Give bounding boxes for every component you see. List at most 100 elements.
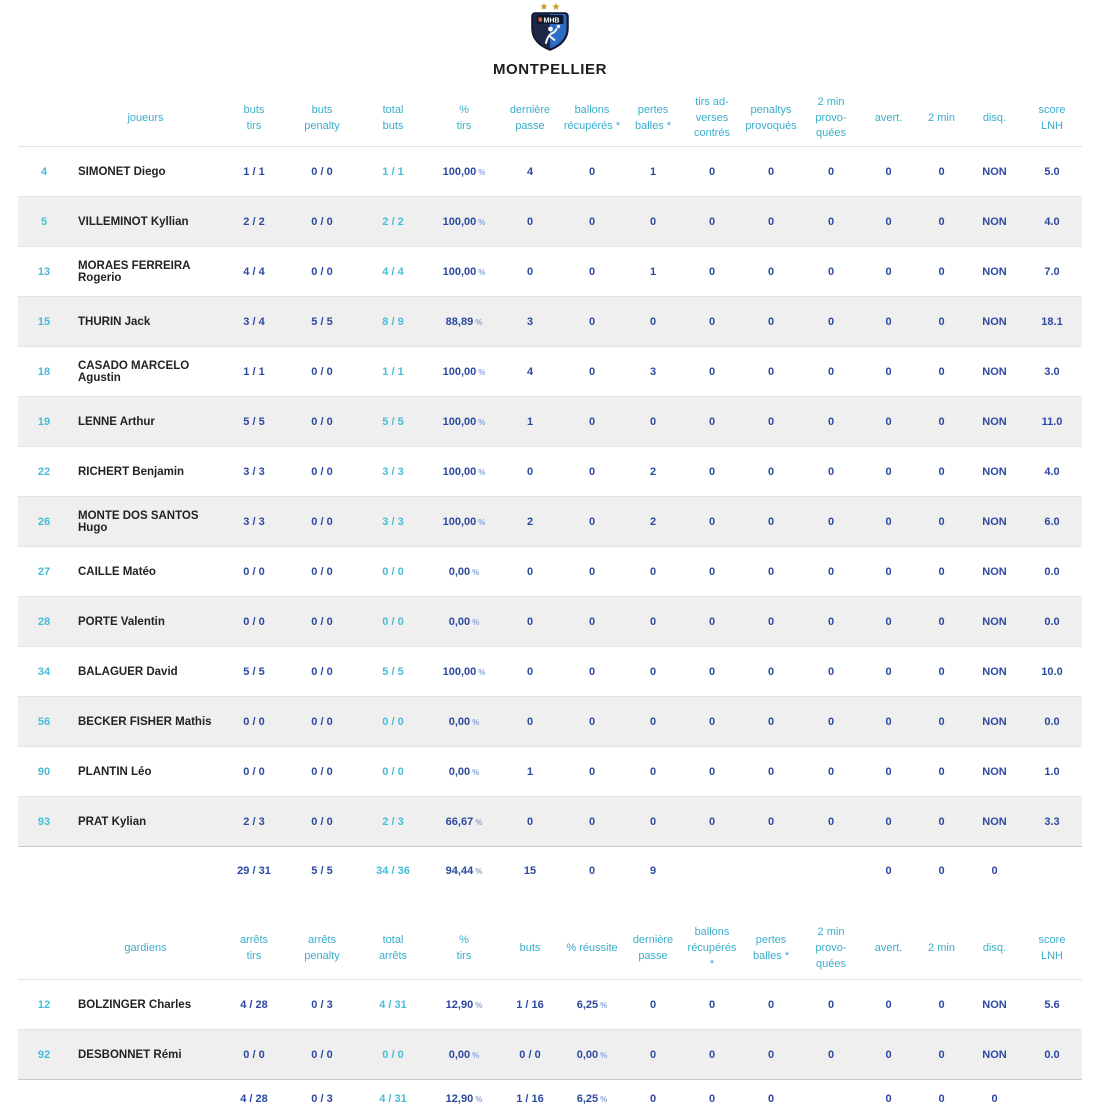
total-buts-penalty: 5 / 5 [287, 847, 357, 896]
total-derniere-passe: 15 [499, 847, 561, 896]
total-pct-tirs: 12,90% [429, 1080, 499, 1118]
column-header: % réussite [561, 919, 623, 980]
column-header: score LNH [1022, 91, 1082, 147]
stat-disqualification: NON [967, 1030, 1022, 1080]
column-header: tirs ad- verses contrés [683, 91, 741, 147]
player-number: 5 [18, 197, 70, 247]
percent-sign: % [478, 368, 485, 377]
stat-pct-tirs: 100,00% [429, 247, 499, 297]
stat-tirs-adverses-contres: 0 [683, 447, 741, 497]
stat-penaltys-provoques: 0 [741, 597, 801, 647]
stat-2min: 0 [916, 1030, 967, 1080]
stat-buts-penalty: 0 / 0 [287, 547, 357, 597]
player-name: PORTE Valentin [70, 597, 221, 647]
stat-total-arrets: 4 / 31 [357, 980, 429, 1030]
column-header: dernière passe [623, 919, 683, 980]
stat-avertissements: 0 [861, 397, 916, 447]
goalkeeper-number: 12 [18, 980, 70, 1030]
player-number: 56 [18, 697, 70, 747]
stat-derniere-passe: 0 [499, 447, 561, 497]
stat-total-buts: 8 / 9 [357, 297, 429, 347]
stat-buts-penalty: 0 / 0 [287, 497, 357, 547]
stat-avertissements: 0 [861, 347, 916, 397]
stat-avertissements: 0 [861, 1030, 916, 1080]
column-header [18, 91, 70, 147]
player-number: 18 [18, 347, 70, 397]
stat-total-buts: 0 / 0 [357, 547, 429, 597]
player-number: 28 [18, 597, 70, 647]
stat-score-lnh: 18.1 [1022, 297, 1082, 347]
stat-2min-provoquees: 0 [801, 347, 861, 397]
stat-pertes-balles: 0 [623, 747, 683, 797]
stat-2min: 0 [916, 247, 967, 297]
stat-pertes-balles: 0 [623, 297, 683, 347]
stat-ballons-recuperes: 0 [561, 597, 623, 647]
stat-score-lnh: 7.0 [1022, 247, 1082, 297]
stat-buts-penalty: 0 / 0 [287, 447, 357, 497]
stat-avertissements: 0 [861, 197, 916, 247]
stat-score-lnh: 5.0 [1022, 147, 1082, 197]
stat-buts-penalty: 0 / 0 [287, 397, 357, 447]
stat-buts-penalty: 0 / 0 [287, 747, 357, 797]
column-header: buts tirs [221, 91, 287, 147]
stat-pertes-balles: 0 [623, 197, 683, 247]
percent-sign: % [472, 1051, 479, 1060]
stat-tirs-adverses-contres: 0 [683, 647, 741, 697]
stat-score-lnh: 0.0 [1022, 597, 1082, 647]
stat-total-buts: 2 / 2 [357, 197, 429, 247]
stat-avertissements: 0 [861, 597, 916, 647]
player-number: 27 [18, 547, 70, 597]
stat-2min: 0 [916, 697, 967, 747]
percent-sign: % [475, 1001, 482, 1010]
percent-sign: % [475, 318, 482, 327]
star-icon [540, 3, 559, 10]
stat-pct-tirs: 100,00% [429, 447, 499, 497]
stat-score-lnh: 1.0 [1022, 747, 1082, 797]
stat-penaltys-provoques: 0 [741, 147, 801, 197]
stat-avertissements: 0 [861, 797, 916, 847]
stat-2min: 0 [916, 147, 967, 197]
goalkeepers-table-body: 12 BOLZINGER Charles 4 / 28 0 / 3 4 / 31… [18, 980, 1082, 1080]
column-header: ballons récupérés * [561, 91, 623, 147]
stat-ballons-recuperes: 0 [561, 297, 623, 347]
player-row: 34 BALAGUER David 5 / 5 0 / 0 5 / 5 100,… [18, 647, 1082, 697]
column-header: avert. [861, 919, 916, 980]
stat-buts-penalty: 0 / 0 [287, 197, 357, 247]
stat-pct-tirs: 0,00% [429, 547, 499, 597]
total-buts: 1 / 16 [499, 1080, 561, 1118]
stat-ballons-recuperes: 0 [683, 980, 741, 1030]
stat-total-buts: 0 / 0 [357, 697, 429, 747]
stat-avertissements: 0 [861, 647, 916, 697]
column-header: score LNH [1022, 919, 1082, 980]
stat-buts-tirs: 0 / 0 [221, 747, 287, 797]
stat-buts-tirs: 2 / 3 [221, 797, 287, 847]
player-row: 22 RICHERT Benjamin 3 / 3 0 / 0 3 / 3 10… [18, 447, 1082, 497]
column-header: buts [499, 919, 561, 980]
total-pct-reussite: 6,25% [561, 1080, 623, 1118]
stat-derniere-passe: 0 [499, 697, 561, 747]
percent-sign: % [478, 518, 485, 527]
stat-disqualification: NON [967, 747, 1022, 797]
stat-buts-penalty: 5 / 5 [287, 297, 357, 347]
player-name: CAILLE Matéo [70, 547, 221, 597]
stat-arrets-tirs: 4 / 28 [221, 980, 287, 1030]
logo-text: MHB [544, 18, 560, 25]
column-header: disq. [967, 91, 1022, 147]
stat-ballons-recuperes: 0 [683, 1030, 741, 1080]
stat-penaltys-provoques: 0 [741, 347, 801, 397]
stat-disqualification: NON [967, 147, 1022, 197]
player-row: 4 SIMONET Diego 1 / 1 0 / 0 1 / 1 100,00… [18, 147, 1082, 197]
goalkeeper-name: BOLZINGER Charles [70, 980, 221, 1030]
stat-tirs-adverses-contres: 0 [683, 397, 741, 447]
stat-buts-tirs: 0 / 0 [221, 547, 287, 597]
stat-arrets-penalty: 0 / 0 [287, 1030, 357, 1080]
player-name: PRAT Kylian [70, 797, 221, 847]
stat-buts: 1 / 16 [499, 980, 561, 1030]
stat-score-lnh: 3.0 [1022, 347, 1082, 397]
stat-total-buts: 0 / 0 [357, 747, 429, 797]
stat-pct-tirs: 100,00% [429, 347, 499, 397]
column-header: joueurs [70, 91, 221, 147]
player-row: 26 MONTE DOS SANTOS Hugo 3 / 3 0 / 0 3 /… [18, 497, 1082, 547]
stat-disqualification: NON [967, 347, 1022, 397]
stat-pct-tirs: 100,00% [429, 647, 499, 697]
